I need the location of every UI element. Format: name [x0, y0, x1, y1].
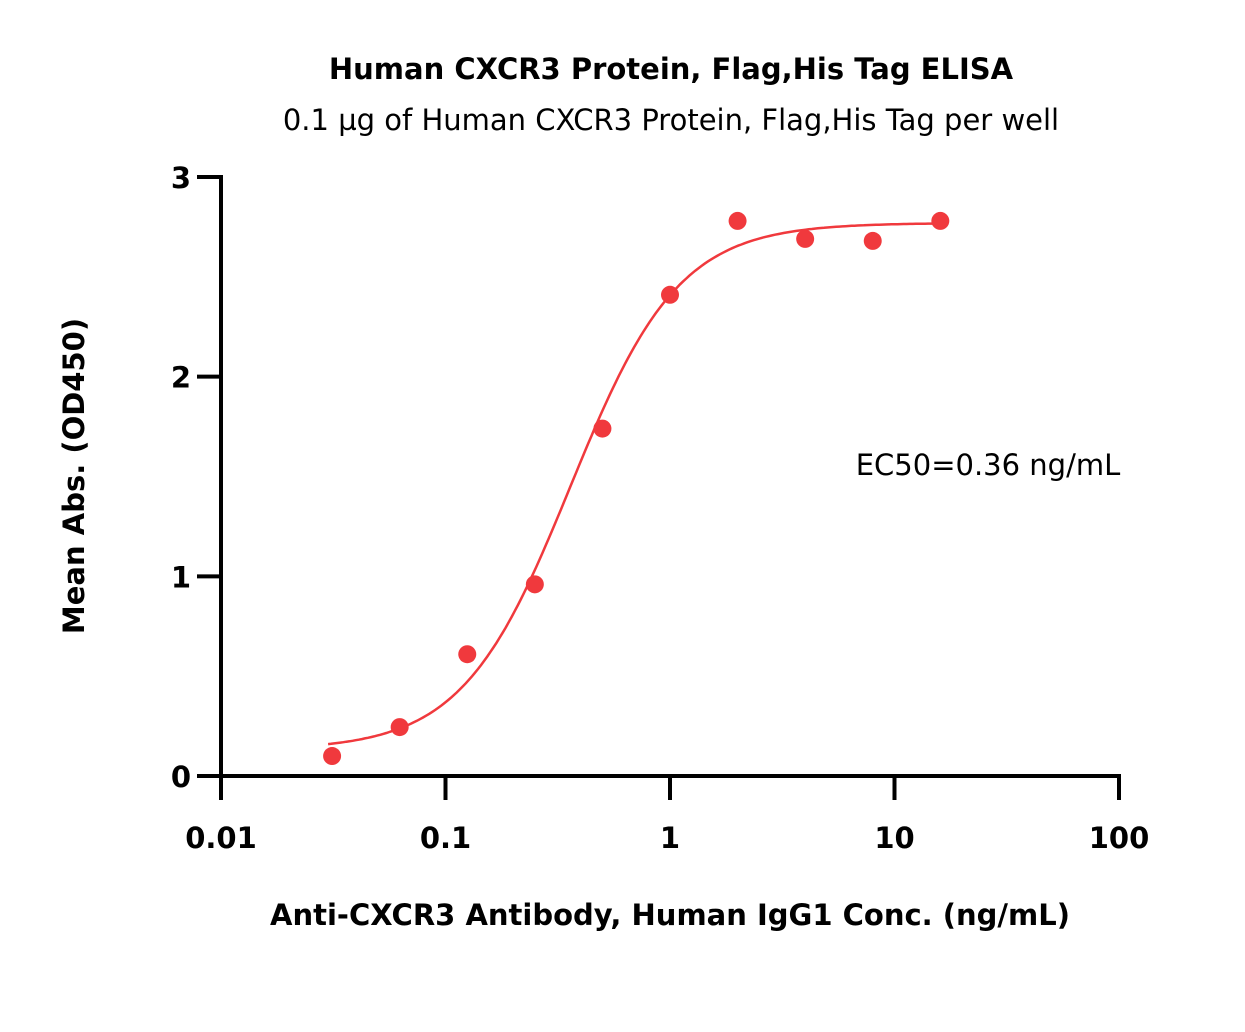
x-tick-label: 1: [660, 821, 680, 855]
y-tick-label: 0: [171, 760, 191, 794]
data-point: [323, 747, 342, 766]
y-tick-label: 2: [171, 361, 191, 395]
data-point: [796, 229, 815, 248]
x-tick-label: 0.01: [185, 821, 257, 855]
chart-subtitle: 0.1 µg of Human CXCR3 Protein, Flag,His …: [283, 103, 1059, 137]
y-tick-label: 1: [171, 560, 191, 594]
y-axis-label: Mean Abs. (OD450): [57, 318, 91, 634]
data-point: [728, 211, 747, 230]
x-tick-label: 0.1: [420, 821, 471, 855]
data-point: [863, 231, 882, 250]
x-tick-label: 10: [874, 821, 914, 855]
data-point: [593, 419, 612, 438]
x-axis-label: Anti-CXCR3 Antibody, Human IgG1 Conc. (n…: [270, 898, 1070, 932]
data-point: [661, 285, 679, 304]
chart-title: Human CXCR3 Protein, Flag,His Tag ELISA: [329, 52, 1014, 86]
fit-curve: [327, 222, 941, 746]
data-point: [931, 211, 950, 230]
y-tick-label: 3: [171, 161, 191, 195]
ec50-annotation: EC50=0.36 ng/mL: [856, 448, 1121, 482]
data-point: [458, 645, 477, 664]
data-point: [390, 718, 409, 737]
data-point: [525, 575, 544, 594]
x-tick-label: 100: [1089, 821, 1150, 855]
